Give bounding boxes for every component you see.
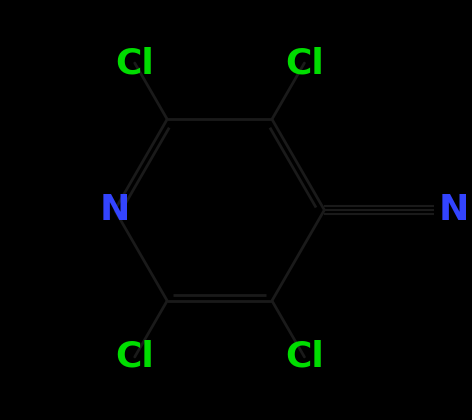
Text: Cl: Cl [285, 46, 324, 80]
Text: Cl: Cl [115, 340, 154, 374]
Text: N: N [439, 193, 469, 227]
Text: Cl: Cl [115, 46, 154, 80]
Text: Cl: Cl [285, 340, 324, 374]
Text: N: N [100, 193, 130, 227]
